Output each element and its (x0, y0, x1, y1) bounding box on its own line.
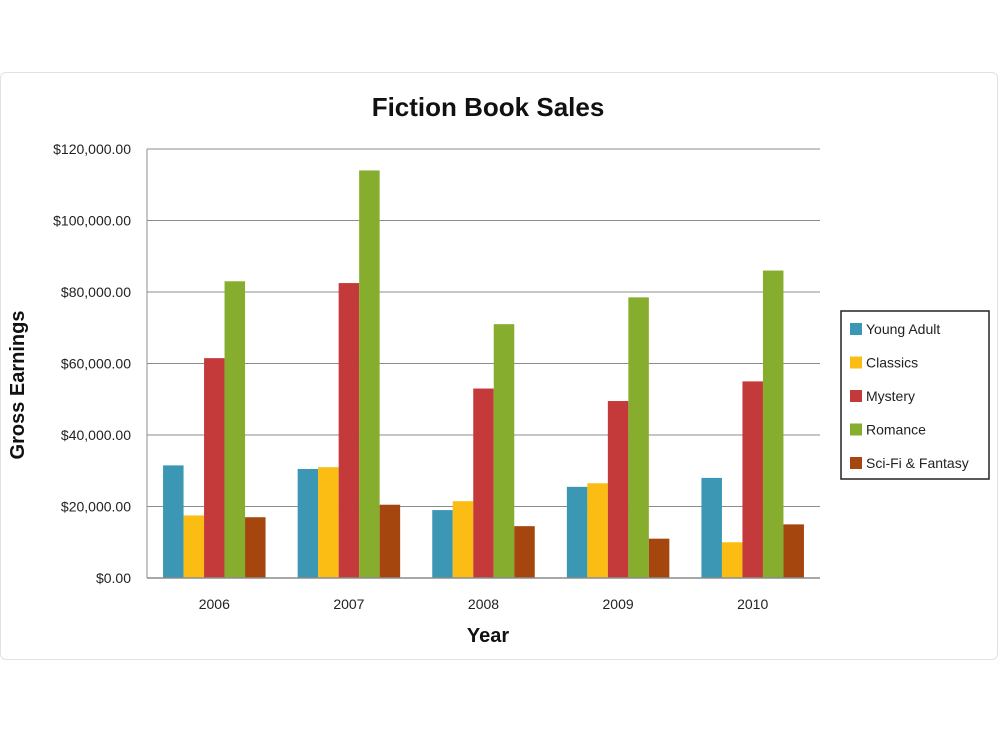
bars (163, 170, 804, 578)
bar (701, 477, 722, 578)
bar (379, 504, 401, 578)
legend-label: Romance (866, 422, 926, 438)
bar (648, 538, 670, 578)
legend-label: Classics (866, 355, 918, 371)
legend-label: Mystery (866, 388, 915, 404)
legend-items: Young Adult Classics Mystery Romance Sci-Fi … (850, 321, 969, 471)
legend-swatch (850, 457, 862, 469)
x-tick-label: 2010 (737, 596, 768, 612)
legend-box (840, 310, 990, 480)
bar (183, 515, 205, 578)
legend-label: Sci-Fi & Fantasy (866, 455, 969, 471)
x-tick-label: 2009 (603, 596, 634, 612)
bar (204, 358, 225, 578)
bar (473, 388, 494, 578)
y-tick-label: $20,000.00 (61, 499, 131, 515)
y-tick-label: $40,000.00 (61, 427, 131, 443)
bar (359, 170, 380, 578)
bar (762, 270, 784, 578)
bar (245, 517, 266, 578)
bar (587, 483, 608, 578)
bar (566, 486, 588, 578)
bar (628, 297, 649, 578)
bar (338, 283, 360, 578)
legend-label: Young Adult (866, 321, 940, 337)
legend: Young Adult Classics Mystery Romance Sci-Fi … (840, 310, 990, 480)
y-tick-label: $0.00 (96, 570, 131, 586)
bar (514, 526, 535, 578)
bar (742, 381, 763, 578)
legend-swatch (850, 356, 862, 369)
x-tick-label: 2007 (333, 596, 364, 612)
x-tick-label: 2008 (468, 596, 499, 612)
legend-swatch (850, 323, 862, 335)
x-tick-label: 2006 (199, 596, 230, 612)
bar (224, 281, 246, 578)
bar (607, 401, 629, 578)
bar (318, 467, 339, 578)
bar (493, 324, 515, 578)
bar (432, 510, 453, 578)
bar (721, 542, 743, 578)
bar (163, 465, 184, 578)
y-tick-label: $60,000.00 (61, 356, 131, 372)
x-axis-ticks: 2006 2007 2008 2009 2010 (199, 596, 769, 612)
bar (783, 524, 804, 578)
y-axis-label: Gross Earnings (7, 311, 29, 460)
bar (297, 468, 319, 578)
legend-swatch (850, 423, 862, 436)
legend-swatch (850, 390, 862, 402)
y-tick-label: $120,000.00 (53, 141, 131, 157)
bar (452, 501, 474, 578)
y-tick-label: $80,000.00 (61, 284, 131, 300)
y-axis-ticks: $0.00 $20,000.00 $40,000.00 $60,000.00 $80,0… (53, 141, 131, 586)
x-axis-label: Year (467, 625, 509, 647)
chart-title: Fiction Book Sales (372, 92, 605, 122)
y-tick-label: $100,000.00 (53, 213, 131, 229)
